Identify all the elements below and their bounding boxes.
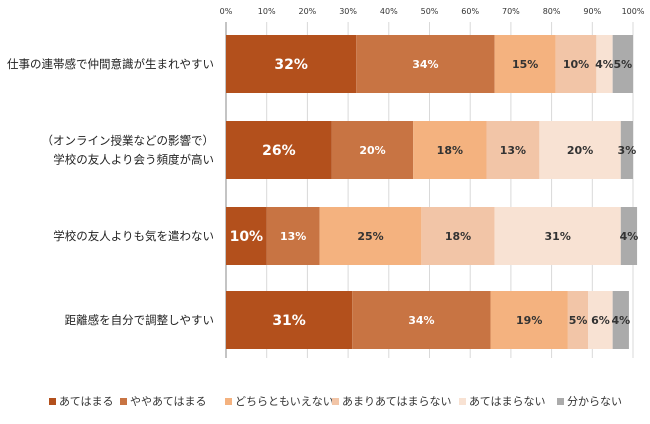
legend-swatch bbox=[225, 398, 232, 405]
data-label: 13% bbox=[500, 144, 526, 157]
bar-segment bbox=[226, 207, 267, 265]
data-label: 19% bbox=[516, 314, 542, 327]
legend-item: 分からない bbox=[557, 395, 622, 408]
data-label: 25% bbox=[357, 230, 383, 243]
category-label: 学校の友人より会う頻度が高い bbox=[53, 153, 214, 167]
data-label: 18% bbox=[445, 230, 471, 243]
x-tick-label: 40% bbox=[380, 7, 398, 16]
bar-row: 10% 13% 25% 18% 31% 4% bbox=[226, 207, 638, 265]
bar-segment bbox=[421, 207, 495, 265]
bar-segment bbox=[567, 291, 589, 349]
data-label: 20% bbox=[359, 144, 385, 157]
bar-segment bbox=[331, 121, 414, 179]
data-label: 15% bbox=[512, 58, 538, 71]
legend-label: あてはまらない bbox=[469, 395, 546, 408]
bar-row: 31% 34% 19% 5% 6% 4% bbox=[226, 291, 630, 349]
legend-swatch bbox=[459, 398, 466, 405]
bar-segment bbox=[494, 35, 556, 93]
bar-segment bbox=[356, 35, 495, 93]
legend-label: どちらともいえない bbox=[235, 395, 334, 408]
x-tick-label: 50% bbox=[421, 7, 439, 16]
x-tick-label: 0% bbox=[220, 7, 233, 16]
x-axis-ticks: 0% 10% 20% 30% 40% 50% 60% 70% 80% 90% 100% bbox=[220, 7, 645, 16]
bar-segment bbox=[490, 291, 568, 349]
data-label: 31% bbox=[545, 230, 571, 243]
legend-item: あまりあてはまらない bbox=[332, 395, 452, 408]
x-tick-label: 60% bbox=[461, 7, 479, 16]
bar-segment bbox=[620, 121, 633, 179]
bars: 32% 34% 15% 10% 4% 5%26% 20% 18% 13% 20% 3%10% 13% 2… bbox=[226, 35, 638, 349]
x-tick-label: 20% bbox=[299, 7, 317, 16]
category-labels: 仕事の連帯感で仲間意識が生まれやすい （オンライン授業などの影響で） 学校の友人より… bbox=[7, 57, 214, 327]
bar-segment bbox=[612, 291, 629, 349]
bar-segment bbox=[620, 207, 638, 265]
x-tick-label: 70% bbox=[502, 7, 520, 16]
bar-segment bbox=[413, 121, 487, 179]
data-label: 31% bbox=[272, 313, 306, 329]
legend-label: あてはまる bbox=[59, 395, 114, 408]
legend-swatch bbox=[49, 398, 56, 405]
bar-segment bbox=[226, 121, 332, 179]
data-label: 6% bbox=[591, 314, 610, 327]
legend-label: 分からない bbox=[567, 395, 622, 408]
legend-item: あてはまる bbox=[49, 395, 114, 408]
category-label: 距離感を自分で調整しやすい bbox=[65, 313, 214, 327]
data-label: 18% bbox=[437, 144, 463, 157]
bar-segment bbox=[266, 207, 320, 265]
legend-item: どちらともいえない bbox=[225, 395, 334, 408]
legend-label: ややあてはまる bbox=[130, 395, 207, 408]
data-label: 26% bbox=[262, 143, 296, 159]
legend-item: ややあてはまる bbox=[120, 395, 207, 408]
bar-segment bbox=[226, 35, 357, 93]
data-label: 3% bbox=[618, 144, 637, 157]
data-label: 10% bbox=[563, 58, 589, 71]
bar-segment bbox=[596, 35, 613, 93]
data-label: 32% bbox=[274, 57, 308, 73]
data-label: 5% bbox=[569, 314, 588, 327]
legend-label: あまりあてはまらない bbox=[342, 395, 452, 408]
category-label: 学校の友人よりも気を遣わない bbox=[53, 229, 214, 243]
legend-swatch bbox=[557, 398, 564, 405]
legend-item: あてはまらない bbox=[459, 395, 546, 408]
x-tick-label: 90% bbox=[583, 7, 601, 16]
data-label: 4% bbox=[611, 314, 630, 327]
legend: あてはまる ややあてはまる どちらともいえない あまりあてはまらない あてはまらない 分か… bbox=[49, 395, 622, 408]
x-tick-label: 30% bbox=[339, 7, 357, 16]
data-label: 4% bbox=[620, 230, 639, 243]
x-tick-label: 10% bbox=[258, 7, 276, 16]
bar-segment bbox=[352, 291, 491, 349]
x-tick-label: 80% bbox=[543, 7, 561, 16]
legend-swatch bbox=[332, 398, 339, 405]
bar-row: 26% 20% 18% 13% 20% 3% bbox=[226, 121, 636, 179]
bar-segment bbox=[612, 35, 633, 93]
bar-segment bbox=[226, 291, 353, 349]
bar-segment bbox=[539, 121, 621, 179]
data-label: 34% bbox=[412, 58, 438, 71]
data-label: 5% bbox=[613, 58, 632, 71]
category-label: （オンライン授業などの影響で） bbox=[42, 134, 215, 148]
data-label: 4% bbox=[595, 58, 614, 71]
data-label: 20% bbox=[567, 144, 593, 157]
category-label: 仕事の連帯感で仲間意識が生まれやすい bbox=[7, 57, 214, 71]
data-label: 10% bbox=[230, 229, 264, 245]
bar-segment bbox=[555, 35, 597, 93]
data-label: 13% bbox=[280, 230, 306, 243]
bar-segment bbox=[588, 291, 613, 349]
legend-swatch bbox=[120, 398, 127, 405]
data-label: 34% bbox=[408, 314, 434, 327]
bar-segment bbox=[486, 121, 540, 179]
x-tick-label: 100% bbox=[622, 7, 645, 16]
bar-segment bbox=[494, 207, 621, 265]
bar-segment bbox=[319, 207, 422, 265]
bar-row: 32% 34% 15% 10% 4% 5% bbox=[226, 35, 633, 93]
